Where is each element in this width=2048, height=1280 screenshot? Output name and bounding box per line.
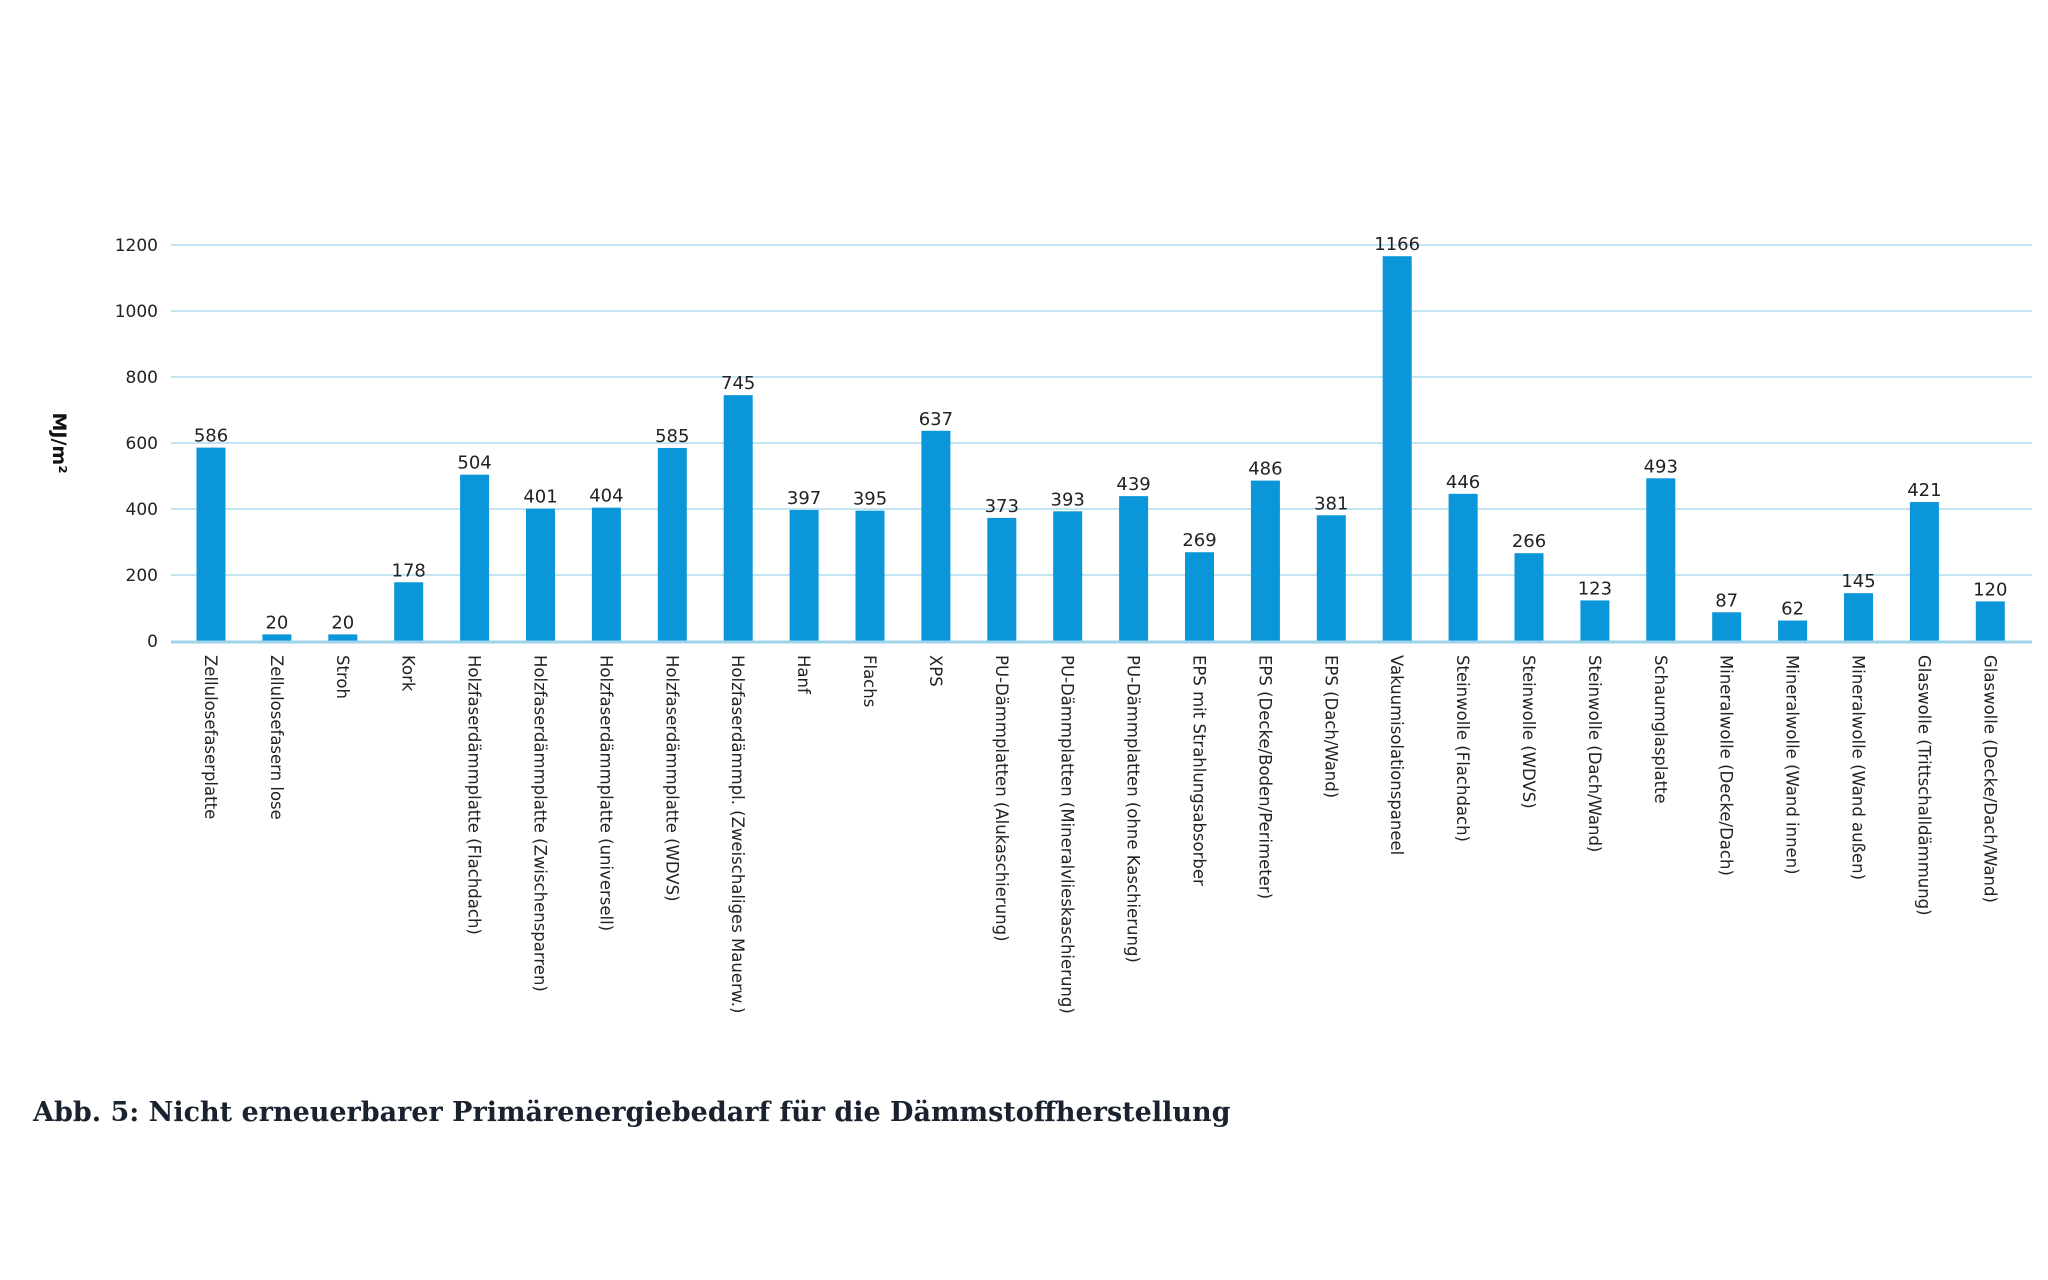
bar: [394, 582, 424, 641]
value-label: 439: [1116, 474, 1150, 495]
bar: [591, 507, 621, 641]
category-label: Zellulosefaserplatte: [201, 655, 220, 819]
bar: [987, 517, 1017, 641]
y-tick-label: 0: [147, 632, 158, 652]
value-label: 120: [1973, 579, 2007, 600]
bar: [921, 430, 951, 641]
value-label: 585: [655, 426, 689, 447]
bar: [1778, 620, 1808, 641]
bar: [1975, 601, 2005, 641]
category-label: EPS mit Strahlungsabsorber: [1190, 655, 1209, 886]
category-label: Glaswolle (Decke/Dach/Wand): [1980, 655, 1999, 903]
bar: [262, 634, 292, 641]
category-label: EPS (Decke/Boden/Perimeter): [1255, 655, 1274, 899]
value-label: 20: [265, 612, 288, 633]
bar: [789, 509, 819, 641]
value-label: 87: [1715, 590, 1738, 611]
bar: [526, 508, 555, 641]
value-label: 486: [1248, 459, 1282, 480]
bar: [657, 447, 687, 641]
value-label: 401: [523, 487, 557, 508]
category-label: Mineralwolle (Wand innen): [1783, 655, 1802, 875]
value-label: 493: [1644, 456, 1678, 477]
value-label: 421: [1907, 480, 1941, 501]
grid-lines: [171, 244, 2032, 576]
value-label: 404: [589, 486, 623, 507]
category-label: Steinwolle (Flachdach): [1453, 655, 1472, 842]
value-label: 397: [787, 488, 821, 509]
category-label: Stroh: [333, 655, 352, 699]
category-label: XPS: [926, 655, 945, 687]
bar: [1514, 553, 1544, 641]
value-label: 637: [919, 409, 953, 430]
category-label: Zellulosefasern lose: [267, 655, 286, 820]
bar: [1844, 593, 1873, 641]
bar: [1250, 480, 1280, 641]
bar: [723, 395, 753, 641]
value-label: 586: [194, 426, 228, 447]
category-label: Schaumglasplatte: [1651, 655, 1670, 804]
y-tick-label: 400: [126, 500, 158, 520]
value-label: 178: [392, 560, 426, 581]
value-label: 504: [457, 453, 491, 474]
bar: [328, 634, 358, 641]
category-label: Holzfaserdämmplatte (Flachdach): [465, 655, 484, 935]
bar: [1712, 612, 1742, 641]
category-label: Mineralwolle (Wand außen): [1849, 655, 1868, 880]
category-label: PU-Dämmplatten (Alukaschierung): [992, 655, 1011, 942]
value-label: 20: [331, 612, 354, 633]
bar: [855, 510, 885, 641]
value-label: 123: [1578, 578, 1612, 599]
category-label: Kork: [399, 655, 418, 692]
y-tick-label: 200: [126, 566, 158, 586]
value-label: 373: [985, 496, 1019, 517]
bar: [1448, 493, 1478, 641]
bar: [1316, 515, 1346, 641]
value-label: 395: [853, 489, 887, 510]
category-label: Vakuumisolationspaneel: [1387, 655, 1406, 855]
category-label: PU-Dämmplatten (Mineralvlieskaschierung): [1058, 655, 1077, 1014]
value-label: 62: [1781, 599, 1804, 620]
y-axis-ticks: 0 200 400 600 800 1000 1200: [115, 236, 158, 652]
bar: [1580, 600, 1610, 641]
bar: [460, 474, 490, 641]
category-label: Mineralwolle (Decke/Dach): [1717, 655, 1736, 876]
category-label: Steinwolle (WDVS): [1519, 655, 1538, 809]
y-axis-title: MJ/m²: [48, 412, 70, 473]
bar: [1646, 478, 1676, 641]
category-label: Flachs: [860, 655, 879, 707]
category-label: Steinwolle (Dach/Wand): [1585, 655, 1604, 852]
bar: [1382, 256, 1412, 641]
bar: [196, 447, 226, 641]
category-label: PU-Dämmplatten (ohne Kaschierung): [1124, 655, 1143, 963]
category-label: Hanf: [794, 655, 813, 695]
value-label: 145: [1841, 571, 1875, 592]
y-tick-label: 600: [126, 434, 158, 454]
value-labels: 586 20 20 178 504 401 404 585 745 397 395 637 373 393…: [194, 234, 2008, 633]
value-label: 269: [1182, 530, 1216, 551]
category-labels: Zellulosefaserplatte Zellulosefasern lose…: [201, 655, 1999, 1014]
value-label: 381: [1314, 493, 1348, 514]
bar: [1053, 511, 1083, 641]
y-tick-label: 1000: [115, 302, 158, 322]
value-label: 446: [1446, 472, 1480, 493]
value-label: 393: [1051, 489, 1085, 510]
value-label: 266: [1512, 531, 1546, 552]
bar: [1119, 496, 1149, 641]
category-label: Holzfaserdämmplatte (universell): [596, 655, 615, 931]
category-label: Holzfaserdämmpl. (Zweischaliges Mauerw.): [728, 655, 747, 1013]
y-tick-label: 800: [126, 368, 158, 388]
bar: [1185, 552, 1214, 641]
bar: [1909, 502, 1939, 641]
y-tick-label: 1200: [115, 236, 158, 256]
category-label: Glaswolle (Trittschalldämmung): [1914, 655, 1933, 916]
value-label: 1166: [1374, 234, 1420, 255]
bars: [196, 256, 2005, 641]
category-label: EPS (Dach/Wand): [1321, 655, 1340, 798]
figure-caption: Abb. 5: Nicht erneuerbarer Primärenergie…: [33, 1097, 1231, 1128]
category-label: Holzfaserdämmplatte (Zwischensparren): [531, 655, 550, 992]
category-label: Holzfaserdämmplatte (WDVS): [662, 655, 681, 902]
value-label: 745: [721, 373, 755, 394]
